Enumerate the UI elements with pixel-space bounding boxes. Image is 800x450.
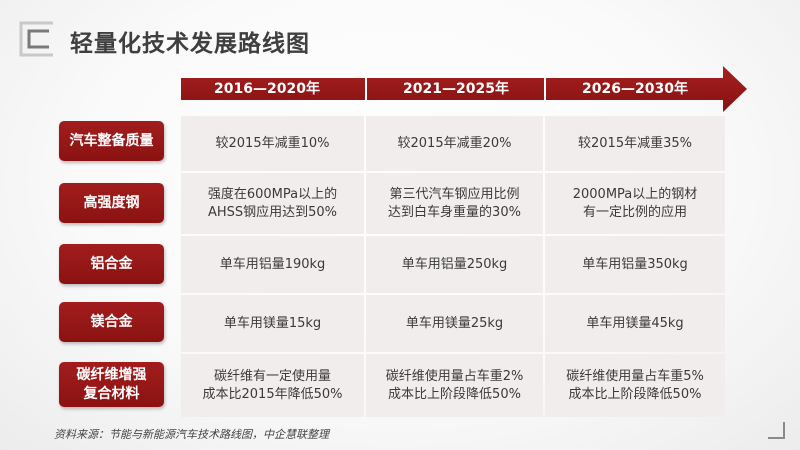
row-label-text: 铝合金 — [90, 255, 133, 272]
timeline-arrow — [181, 66, 747, 112]
row-label: 高强度钢 — [59, 183, 164, 223]
table-cell: 强度在600MPa以上的 AHSS钢应用达到50% — [181, 173, 364, 234]
period-header: 2021—2025年 — [403, 81, 509, 97]
table-cell: 第三代汽车钢应用比例 达到白车身重量的30% — [366, 173, 543, 234]
table-cell: 碳纤维使用量占车重5% 成本比上阶段降低50% — [545, 354, 725, 417]
period-header: 2016—2020年 — [214, 81, 320, 97]
row-label: 碳纤维增强 复合材料 — [59, 362, 164, 407]
cell-text: 单车用镁量45kg — [586, 315, 684, 331]
cell-text: 强度在600MPa以上的 AHSS钢应用达到50% — [207, 186, 338, 220]
table-cell: 单车用镁量25kg — [366, 295, 543, 352]
cell-text: 2000MPa以上的钢材 有一定比例的应用 — [572, 186, 698, 220]
row-label: 汽车整备质量 — [59, 121, 164, 161]
row-label-text: 碳纤维增强 复合材料 — [76, 366, 147, 402]
cell-text: 单车用铝量250kg — [401, 256, 508, 272]
table-cell: 2000MPa以上的钢材 有一定比例的应用 — [545, 173, 725, 234]
table-cell: 单车用镁量45kg — [545, 295, 725, 352]
table-cell: 较2015年减重20% — [366, 116, 543, 171]
cell-text: 较2015年减重10% — [215, 135, 330, 151]
period-header: 2026—2030年 — [582, 81, 688, 97]
row-label: 镁合金 — [59, 302, 164, 342]
cell-text: 较2015年减重35% — [578, 135, 692, 151]
cell-text: 碳纤维使用量占车重2% 成本比上阶段降低50% — [385, 368, 524, 402]
table-cell: 单车用铝量250kg — [366, 236, 543, 293]
row-label-text: 高强度钢 — [83, 194, 140, 211]
corner-bracket-icon — [19, 21, 53, 57]
table-cell: 碳纤维有一定使用量 成本比2015年降低50% — [181, 354, 364, 417]
cell-text: 单车用镁量15kg — [223, 315, 322, 331]
row-label: 铝合金 — [59, 244, 164, 284]
row-label-text: 汽车整备质量 — [69, 132, 154, 149]
table-cell: 较2015年减重10% — [181, 116, 364, 171]
table-cell: 单车用铝量190kg — [181, 236, 364, 293]
cell-text: 较2015年减重20% — [397, 135, 512, 151]
cell-text: 单车用镁量25kg — [405, 315, 504, 331]
table-cell: 单车用铝量350kg — [545, 236, 725, 293]
table-cell: 单车用镁量15kg — [181, 295, 364, 352]
cell-text: 碳纤维有一定使用量 成本比2015年降低50% — [202, 368, 343, 402]
cell-text: 第三代汽车钢应用比例 达到白车身重量的30% — [388, 186, 521, 220]
source-note: 资料来源：节能与新能源汽车技术路线图，中企慧联整理 — [54, 428, 329, 441]
cell-text: 单车用铝量190kg — [219, 256, 326, 272]
corner-bracket-icon — [768, 422, 785, 439]
table-cell: 较2015年减重35% — [545, 116, 725, 171]
page-title: 轻量化技术发展路线图 — [70, 31, 310, 57]
cell-text: 单车用铝量350kg — [582, 256, 688, 272]
cell-text: 碳纤维使用量占车重5% 成本比上阶段降低50% — [566, 368, 704, 402]
row-label-text: 镁合金 — [90, 313, 133, 330]
table-cell: 碳纤维使用量占车重2% 成本比上阶段降低50% — [366, 354, 543, 417]
